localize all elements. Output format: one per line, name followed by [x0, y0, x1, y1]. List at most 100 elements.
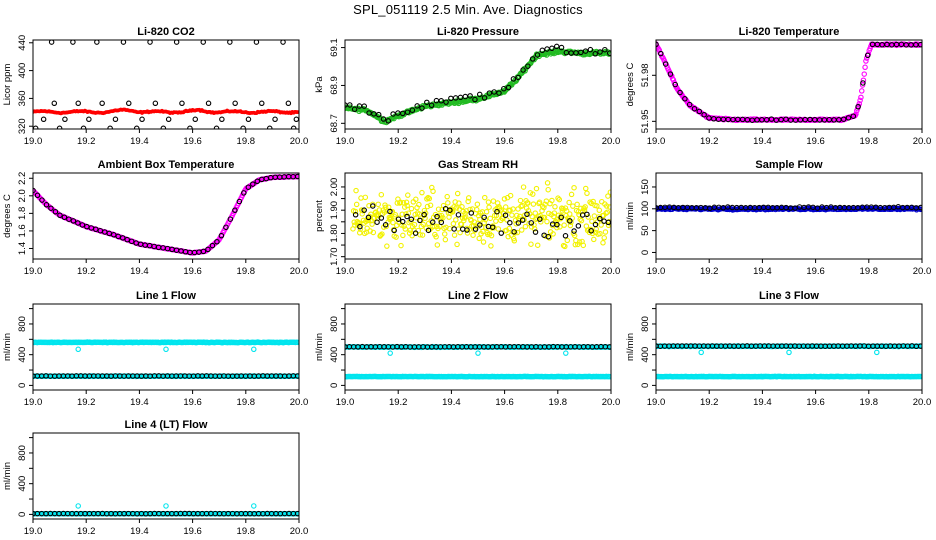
y-tick-label: 2.2 [17, 172, 28, 185]
data-point [227, 216, 234, 222]
data-point [266, 125, 273, 129]
data-point [860, 80, 866, 86]
data-point [576, 211, 582, 218]
data-point [568, 191, 575, 198]
data-point [855, 104, 861, 110]
x-tick-label: 20.0 [290, 526, 309, 537]
data-point [391, 227, 397, 234]
data-point [537, 216, 543, 222]
data-point [544, 180, 551, 186]
data-point [591, 236, 597, 243]
data-point [519, 202, 526, 209]
data-point [874, 349, 880, 356]
data-point [551, 210, 558, 216]
data-point [425, 227, 432, 234]
data-point [403, 199, 410, 206]
x-tick-label: 19.8 [860, 397, 879, 408]
x-tick-label: 19.6 [806, 397, 825, 408]
plot-frame [655, 172, 923, 260]
plot-area [345, 343, 611, 380]
data-point [504, 217, 510, 223]
data-point [240, 125, 246, 129]
x-tick-label: 19.4 [130, 266, 149, 277]
data-point [501, 196, 508, 202]
data-point [607, 204, 611, 210]
data-point [70, 40, 76, 45]
data-point [536, 199, 543, 205]
x-tick-label: 19.6 [183, 397, 202, 408]
y-tick-label: 1.80 [329, 224, 340, 243]
data-point [483, 224, 489, 231]
plot-area [656, 41, 922, 124]
data-point [163, 503, 169, 509]
data-point [917, 343, 922, 349]
data-point [451, 226, 457, 232]
data-point [517, 197, 524, 204]
data-point [424, 99, 430, 106]
data-point [280, 40, 286, 45]
data-point [290, 125, 297, 129]
data-point [438, 98, 444, 104]
y-tick-label: 68.7 [329, 114, 340, 133]
data-point [409, 232, 415, 239]
data-point [603, 210, 609, 216]
y-tick-label: 360 [17, 90, 28, 106]
data-point [66, 216, 72, 222]
series-3 [345, 343, 611, 350]
data-point [447, 207, 453, 213]
data-point [347, 102, 353, 108]
plot-frame [32, 432, 300, 520]
data-point [553, 43, 560, 50]
data-point [430, 188, 436, 195]
data-point [507, 219, 513, 226]
series-1 [33, 107, 299, 116]
data-point [450, 221, 457, 227]
data-point [571, 228, 577, 234]
data-point [589, 218, 595, 225]
data-point [374, 219, 380, 225]
data-point [419, 189, 425, 196]
data-point [464, 227, 470, 233]
data-point [434, 242, 441, 248]
data-point [361, 207, 367, 213]
y-axis-label: ml/min [2, 333, 13, 361]
y-tick-label: 0 [640, 383, 651, 388]
data-point [33, 187, 36, 194]
data-point [369, 221, 375, 227]
series-2 [656, 204, 922, 212]
series-2 [352, 203, 611, 240]
data-point [251, 346, 257, 353]
y-tick-label: 50 [640, 225, 651, 236]
data-point [470, 232, 476, 238]
data-point [567, 218, 573, 224]
data-point [254, 178, 261, 185]
y-tick-label: 1.90 [329, 201, 340, 220]
data-point [585, 214, 591, 220]
y-tick-label: 320 [17, 118, 28, 134]
data-point [451, 232, 458, 238]
data-point [495, 226, 502, 232]
data-point [399, 110, 406, 117]
data-point [454, 190, 461, 197]
series-2 [656, 373, 922, 380]
y-tick-label: 440 [17, 35, 28, 51]
chart-7: Line 1 Flow ml/min 19.0 19.2 19.4 19.6 19.8 20.… [2, 290, 308, 408]
data-point [417, 232, 423, 238]
data-point [507, 192, 514, 199]
data-point [245, 184, 252, 190]
x-tick-label: 19.4 [130, 526, 149, 537]
data-point [79, 222, 86, 228]
data-point [686, 101, 693, 108]
data-point [435, 206, 442, 212]
data-point [490, 198, 497, 204]
data-point [605, 193, 611, 199]
data-point [509, 212, 515, 218]
data-point [374, 215, 381, 222]
data-point [543, 198, 550, 204]
data-point [393, 222, 400, 229]
data-point [381, 209, 388, 215]
data-point [364, 225, 370, 232]
data-point [389, 208, 396, 215]
data-point [604, 209, 611, 215]
data-point [398, 242, 404, 249]
